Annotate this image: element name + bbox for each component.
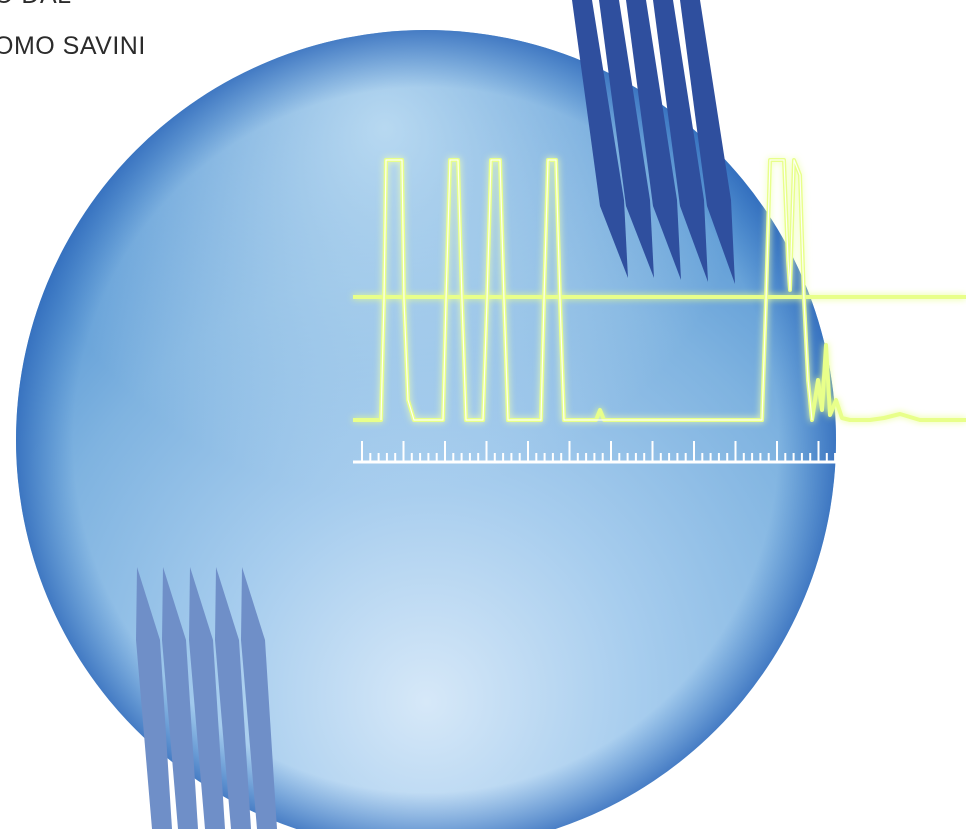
- trace-signal-inner: [380, 159, 813, 421]
- scale-ruler: [353, 441, 966, 464]
- chromatogram-trace: [353, 158, 966, 422]
- chevron-stripes-icon: [136, 567, 277, 829]
- caption-line-2: OMO SAVINI: [0, 32, 146, 60]
- chevron-stripes-icon: [572, 0, 735, 284]
- caption-block: O DAL OMO SAVINI: [0, 0, 360, 70]
- caption-line-1: O DAL: [0, 0, 72, 8]
